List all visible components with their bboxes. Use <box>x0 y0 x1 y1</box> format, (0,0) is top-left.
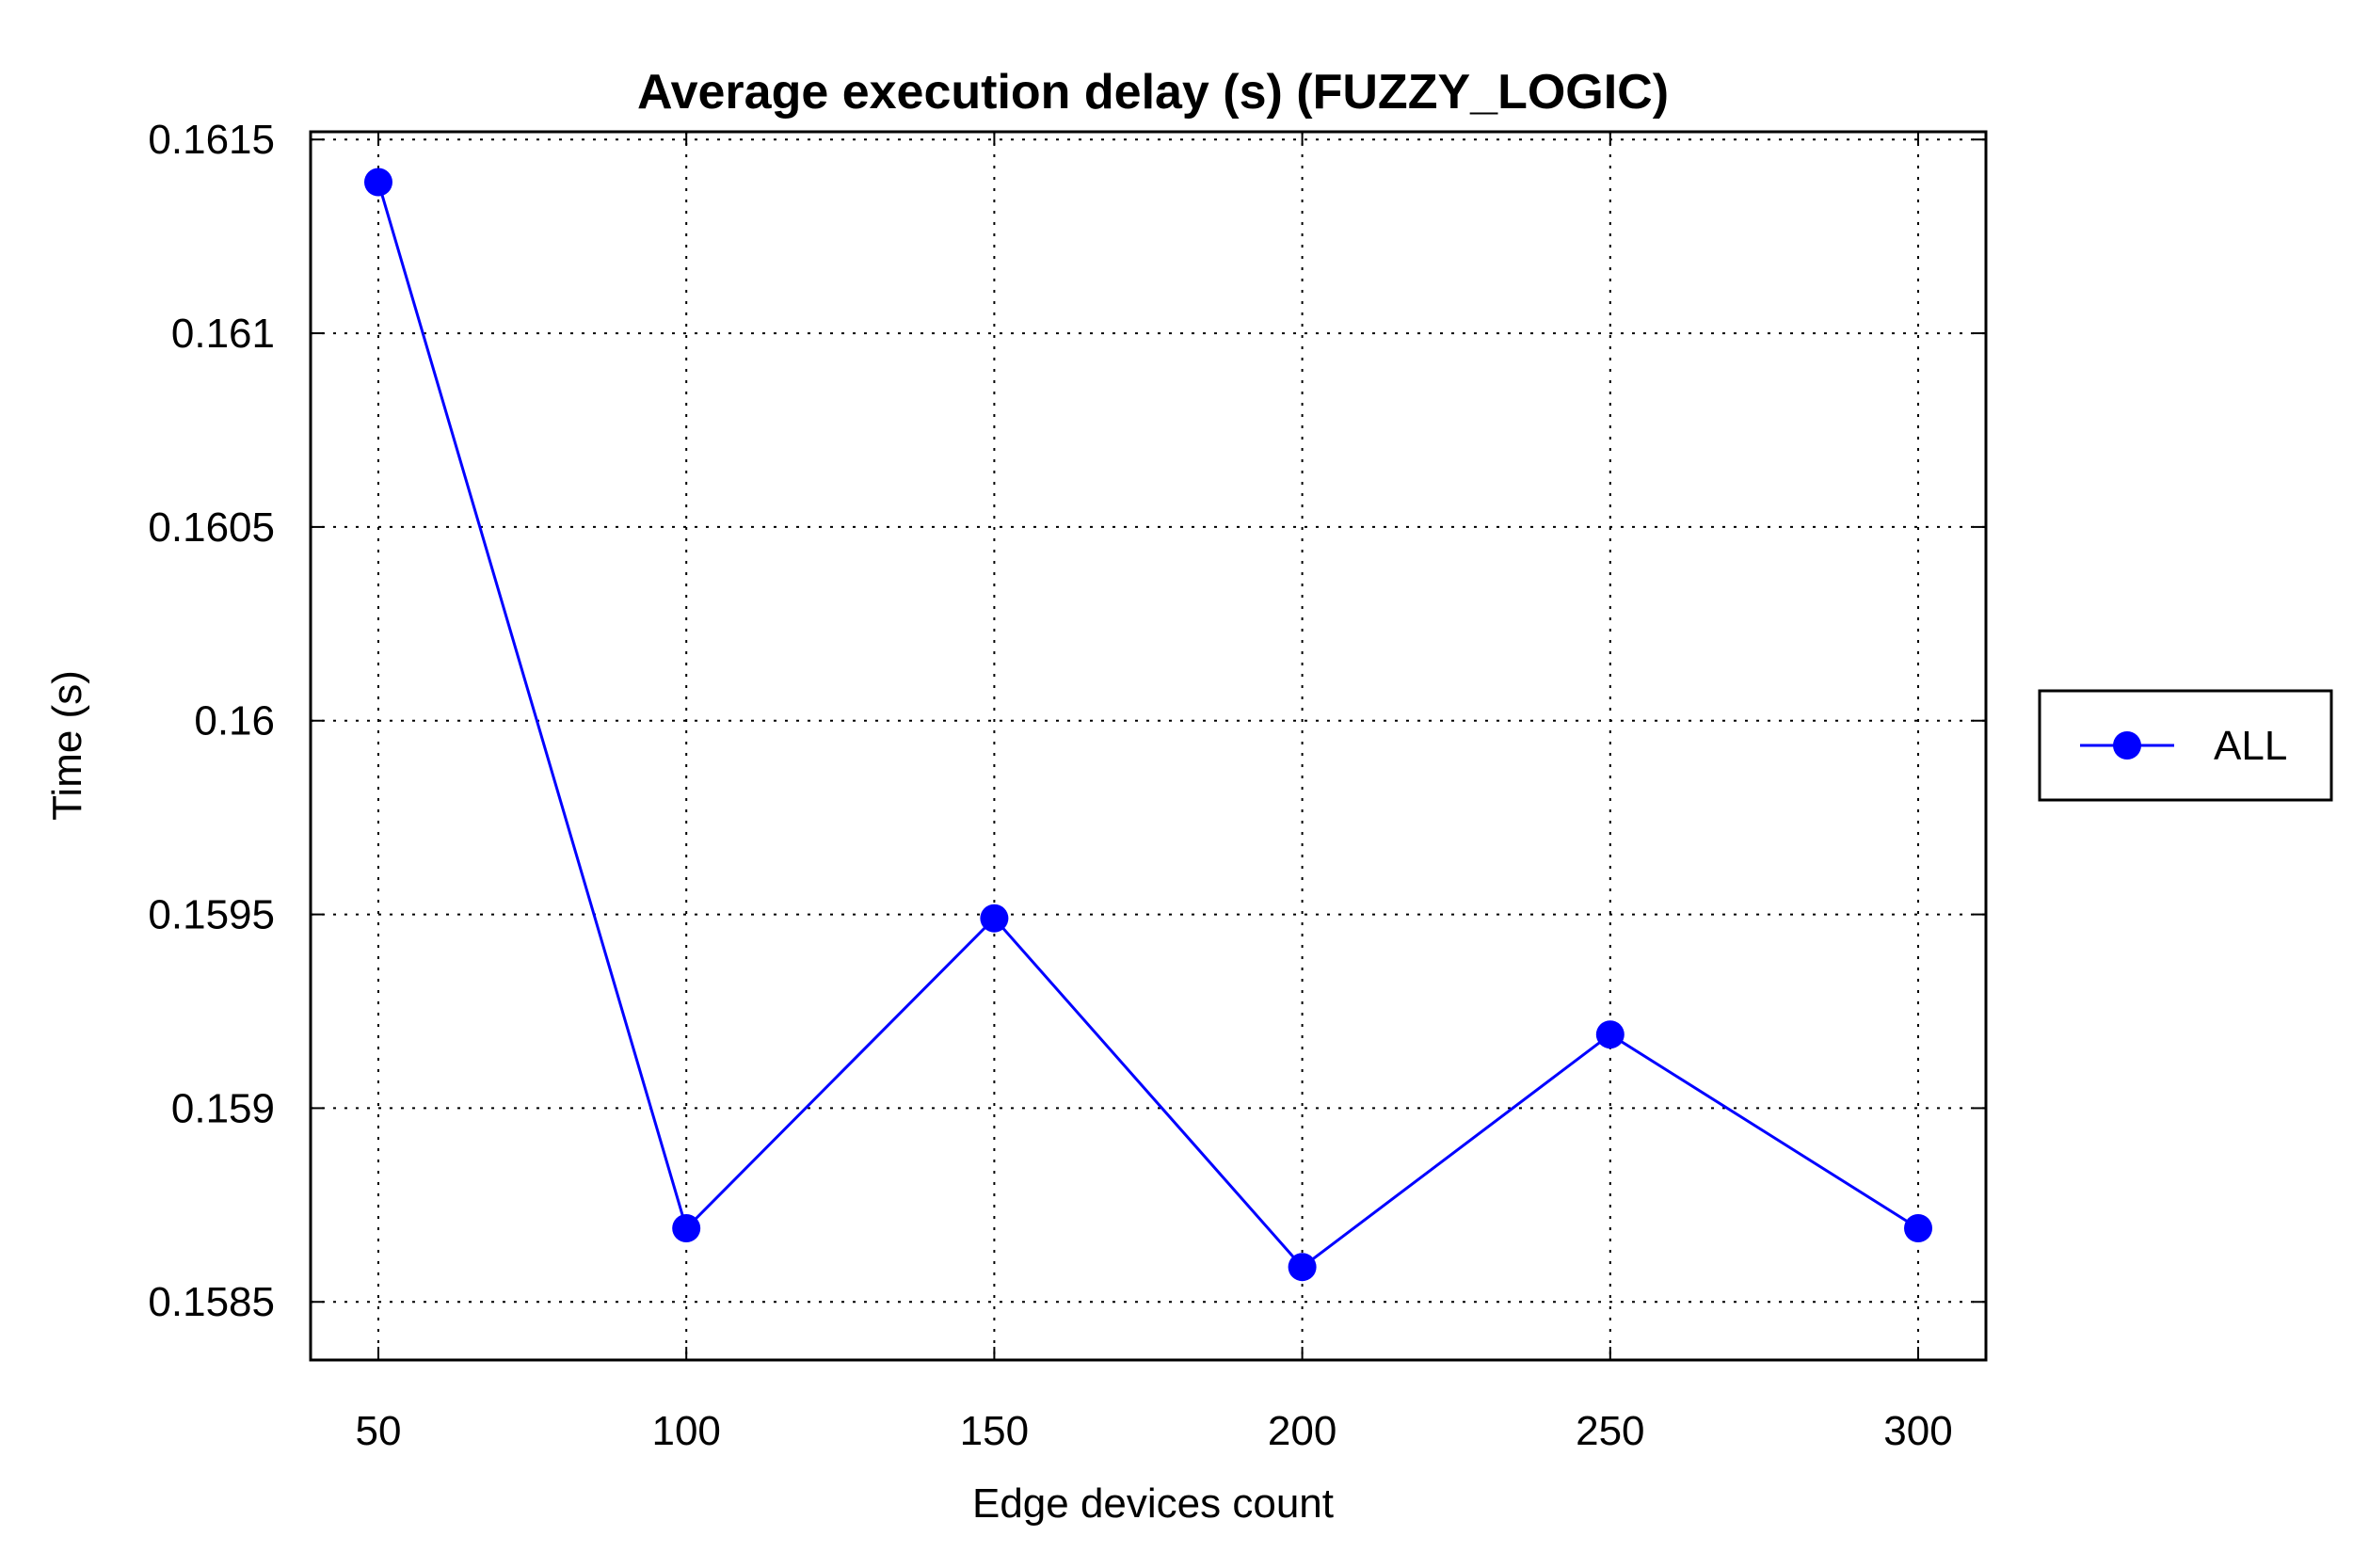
y-tick-label: 0.161 <box>171 311 275 357</box>
x-tick-label: 200 <box>1268 1408 1337 1454</box>
y-axis-tick-labels: 0.1585 0.159 0.1595 0.16 0.1605 0.161 0.1615 <box>148 117 275 1325</box>
x-axis-tick-labels: 50 100 150 200 250 300 <box>356 1408 1953 1454</box>
legend-entry-all: ALL <box>2214 723 2287 769</box>
series-layer <box>363 168 1933 1282</box>
x-tick-label: 250 <box>1576 1408 1644 1454</box>
data-point <box>980 904 1009 933</box>
x-axis-label: Edge devices count <box>972 1480 1334 1527</box>
series-line-all <box>376 182 1919 1270</box>
y-tick-label: 0.1615 <box>148 117 275 163</box>
x-tick-label: 150 <box>960 1408 1029 1454</box>
grid-lines <box>311 132 1986 1360</box>
data-point <box>1288 1253 1317 1282</box>
y-tick-label: 0.16 <box>194 698 275 744</box>
axis-ticks <box>311 132 1986 1360</box>
y-tick-label: 0.1595 <box>148 892 275 938</box>
data-point <box>672 1214 701 1243</box>
legend: ALL <box>2038 689 2333 802</box>
y-axis-label: Time (s) <box>44 670 90 821</box>
legend-swatch-marker <box>2113 731 2141 760</box>
x-tick-label: 300 <box>1883 1408 1952 1454</box>
y-tick-label: 0.1605 <box>148 504 275 551</box>
x-tick-label: 50 <box>356 1408 402 1454</box>
x-tick-label: 100 <box>651 1408 720 1454</box>
chart-title: Average execution delay (s) (FUZZY_LOGIC… <box>637 65 1669 120</box>
data-point <box>1904 1214 1933 1243</box>
plot-area-frame <box>309 130 1988 1362</box>
y-tick-label: 0.159 <box>171 1085 275 1131</box>
data-point <box>363 168 392 197</box>
data-point <box>1595 1020 1625 1049</box>
y-tick-label: 0.1585 <box>148 1279 275 1325</box>
